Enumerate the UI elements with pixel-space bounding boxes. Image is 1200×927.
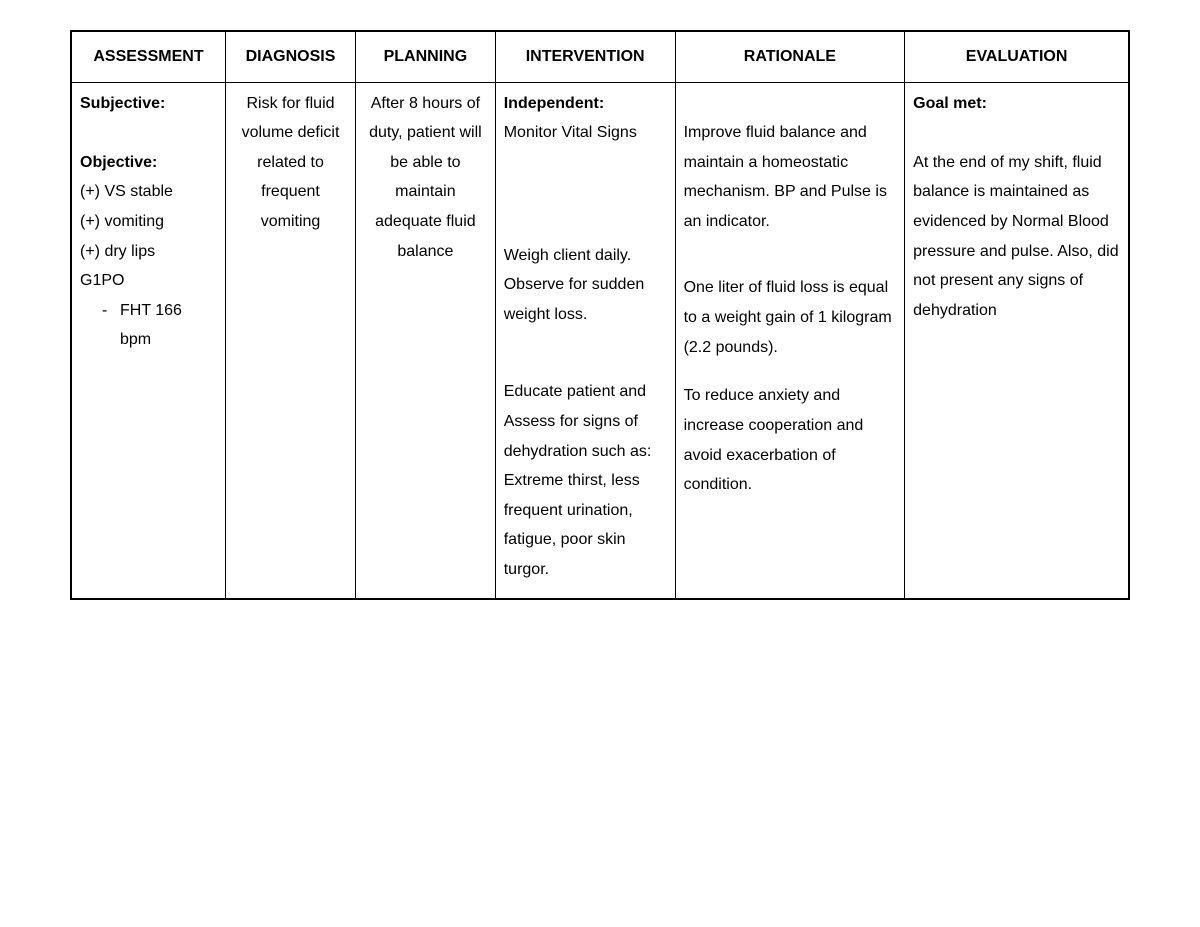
header-assessment: ASSESSMENT [71,31,225,82]
table-body: Subjective: Objective: (+) VS stable (+)… [71,82,1129,599]
cell-planning: After 8 hours of duty, patient will be a… [356,82,496,599]
header-planning: PLANNING [356,31,496,82]
intervention-item: Monitor Vital Signs [504,118,667,148]
table-row: Subjective: Objective: (+) VS stable (+)… [71,82,1129,599]
header-intervention: INTERVENTION [495,31,675,82]
table-header: ASSESSMENT DIAGNOSIS PLANNING INTERVENTI… [71,31,1129,82]
bullet-dash-icon: - [102,296,120,326]
cell-evaluation: Goal met: At the end of my shift, fluid … [905,82,1129,599]
intervention-item: Educate patient and Assess for signs of … [504,377,667,584]
objective-subitem: - FHT 166 bpm [80,296,217,355]
objective-item: (+) dry lips [80,237,217,267]
cell-diagnosis: Risk for fluid volume deficit related to… [225,82,355,599]
rationale-item: One liter of fluid loss is equal to a we… [684,273,897,362]
diagnosis-text: Risk for fluid volume deficit related to… [242,95,340,230]
header-rationale: RATIONALE [675,31,905,82]
table-header-row: ASSESSMENT DIAGNOSIS PLANNING INTERVENTI… [71,31,1129,82]
header-diagnosis: DIAGNOSIS [225,31,355,82]
assessment-objective-label: Objective: [80,148,217,178]
header-evaluation: EVALUATION [905,31,1129,82]
cell-assessment: Subjective: Objective: (+) VS stable (+)… [71,82,225,599]
cell-intervention: Independent: Monitor Vital Signs Weigh c… [495,82,675,599]
nursing-care-plan-table: ASSESSMENT DIAGNOSIS PLANNING INTERVENTI… [70,30,1130,600]
planning-text: After 8 hours of duty, patient will be a… [369,95,482,260]
intervention-item: Weigh client daily. Observe for sudden w… [504,241,667,330]
objective-item: G1PO [80,266,217,296]
rationale-item: To reduce anxiety and increase cooperati… [684,381,897,499]
evaluation-text: At the end of my shift, fluid balance is… [913,148,1120,326]
rationale-item: Improve fluid balance and maintain a hom… [684,118,897,236]
intervention-independent-label: Independent: [504,89,667,119]
cell-rationale: Improve fluid balance and maintain a hom… [675,82,905,599]
assessment-subjective-label: Subjective: [80,89,217,119]
objective-subitem-text: FHT 166 bpm [120,296,217,355]
objective-item: (+) vomiting [80,207,217,237]
evaluation-goal-met-label: Goal met: [913,89,1120,119]
objective-item: (+) VS stable [80,177,217,207]
